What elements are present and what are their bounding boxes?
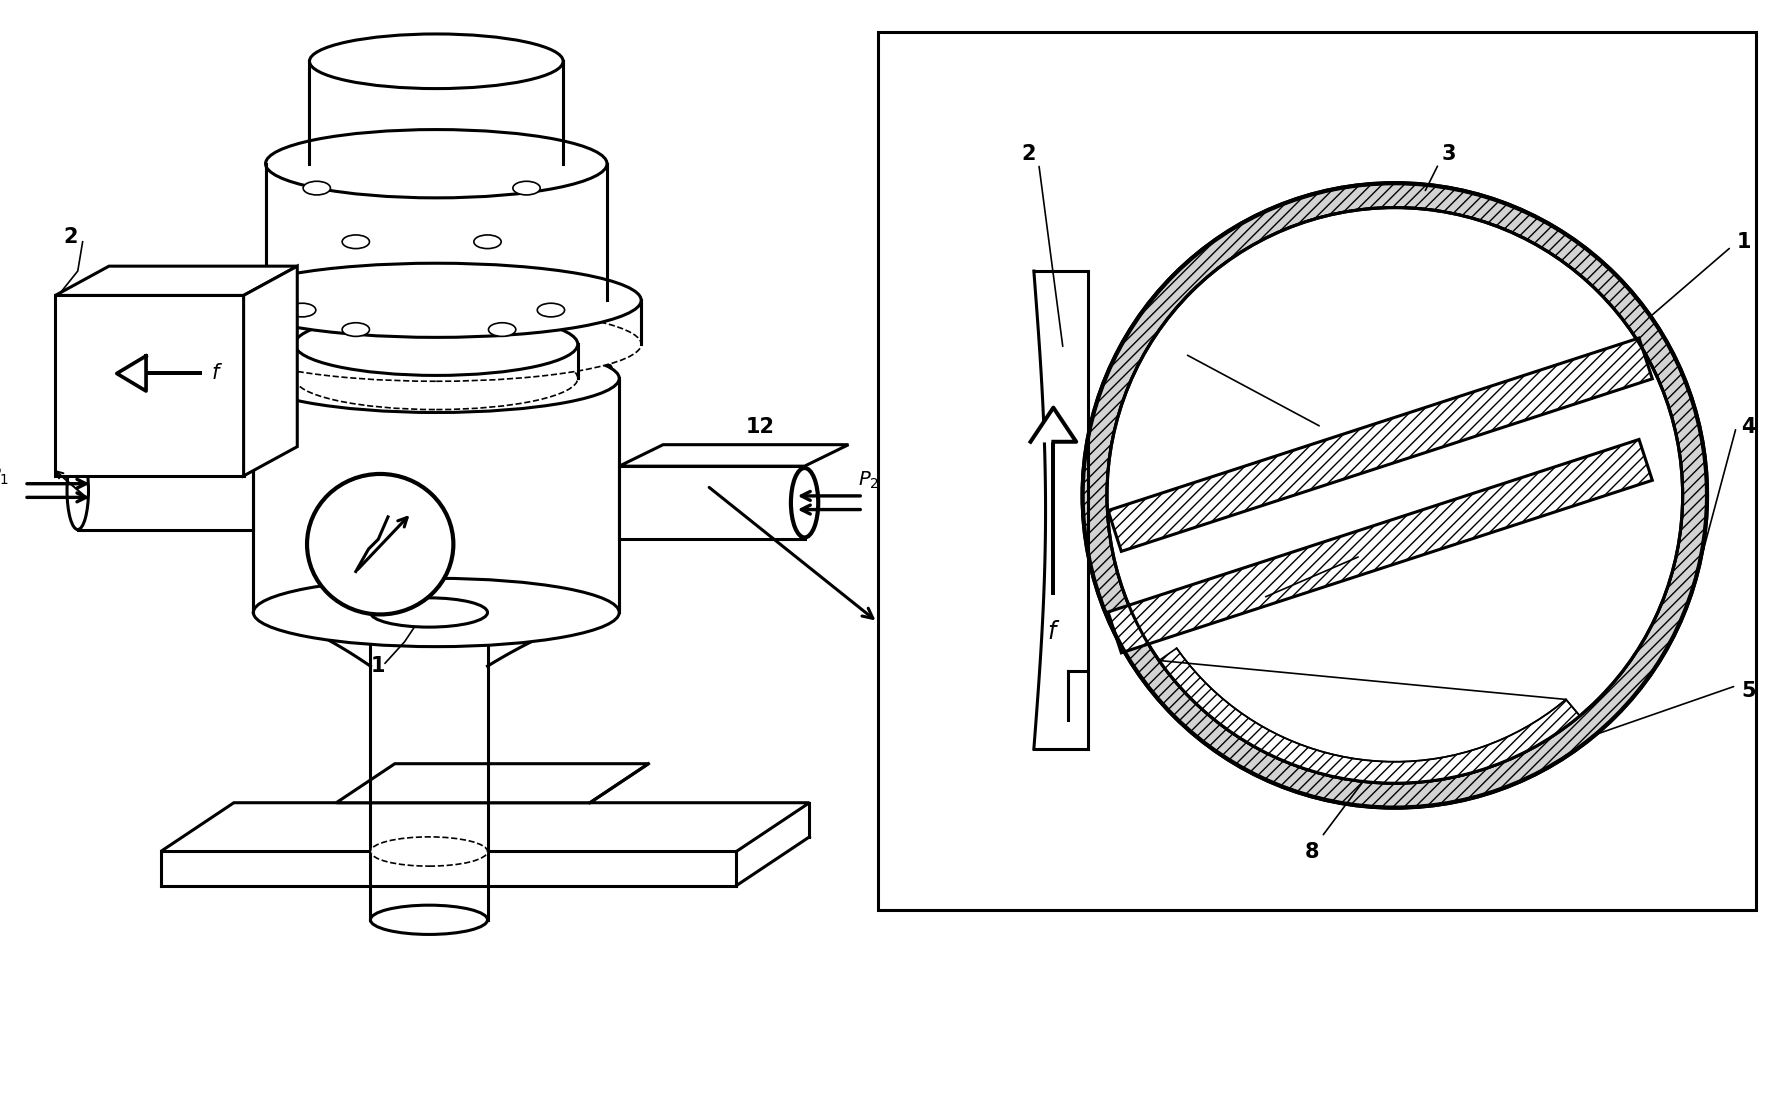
Polygon shape bbox=[1031, 407, 1076, 442]
Ellipse shape bbox=[254, 578, 620, 647]
Polygon shape bbox=[266, 163, 608, 300]
Ellipse shape bbox=[266, 129, 608, 198]
Polygon shape bbox=[55, 266, 297, 296]
Bar bbox=[877, 32, 1757, 910]
Ellipse shape bbox=[309, 34, 563, 88]
Text: 1: 1 bbox=[1737, 232, 1751, 252]
Ellipse shape bbox=[288, 304, 316, 317]
Text: 4: 4 bbox=[1741, 417, 1755, 437]
Text: 6: 6 bbox=[1169, 335, 1183, 354]
Polygon shape bbox=[620, 466, 804, 540]
Ellipse shape bbox=[232, 263, 642, 338]
Text: 2: 2 bbox=[63, 227, 77, 247]
Text: 8: 8 bbox=[1305, 841, 1319, 861]
Text: 5: 5 bbox=[1741, 680, 1757, 701]
Ellipse shape bbox=[295, 312, 577, 375]
Ellipse shape bbox=[513, 181, 540, 195]
Polygon shape bbox=[1160, 648, 1580, 783]
Text: 10: 10 bbox=[102, 403, 130, 423]
Circle shape bbox=[1106, 208, 1683, 783]
Polygon shape bbox=[232, 300, 642, 344]
Polygon shape bbox=[336, 764, 649, 803]
Ellipse shape bbox=[295, 347, 577, 410]
Text: $\boldsymbol{P_2}$: $\boldsymbol{P_2}$ bbox=[858, 470, 879, 491]
Polygon shape bbox=[79, 452, 254, 530]
Ellipse shape bbox=[370, 837, 488, 867]
Text: 7: 7 bbox=[1246, 597, 1260, 617]
Text: $\boldsymbol{P}$: $\boldsymbol{P}$ bbox=[334, 550, 348, 567]
Ellipse shape bbox=[254, 344, 620, 413]
Ellipse shape bbox=[792, 468, 818, 538]
Text: 2: 2 bbox=[1022, 144, 1036, 164]
Polygon shape bbox=[161, 803, 810, 851]
Text: 3: 3 bbox=[1442, 144, 1456, 164]
Ellipse shape bbox=[538, 304, 565, 317]
Text: $f$: $f$ bbox=[211, 363, 223, 383]
Polygon shape bbox=[309, 62, 563, 163]
Polygon shape bbox=[243, 266, 297, 476]
Polygon shape bbox=[116, 355, 147, 391]
Ellipse shape bbox=[488, 322, 516, 337]
Polygon shape bbox=[1108, 338, 1653, 551]
Text: 11: 11 bbox=[468, 593, 497, 613]
Ellipse shape bbox=[370, 905, 488, 934]
Polygon shape bbox=[1108, 439, 1653, 652]
Ellipse shape bbox=[68, 452, 89, 530]
Circle shape bbox=[1083, 183, 1707, 808]
Ellipse shape bbox=[307, 474, 454, 615]
Ellipse shape bbox=[341, 235, 370, 248]
Polygon shape bbox=[55, 296, 243, 476]
Ellipse shape bbox=[304, 181, 331, 195]
Text: 12: 12 bbox=[745, 417, 776, 437]
Ellipse shape bbox=[341, 322, 370, 337]
Text: $\boldsymbol{P_1}$: $\boldsymbol{P_1}$ bbox=[0, 465, 9, 487]
Polygon shape bbox=[79, 431, 297, 452]
Text: $f$: $f$ bbox=[1047, 620, 1060, 645]
Polygon shape bbox=[254, 379, 620, 613]
Text: 1: 1 bbox=[370, 656, 384, 676]
Text: 9: 9 bbox=[600, 363, 615, 383]
Ellipse shape bbox=[370, 598, 488, 627]
Ellipse shape bbox=[232, 307, 642, 381]
Polygon shape bbox=[620, 445, 849, 466]
Ellipse shape bbox=[474, 235, 500, 248]
